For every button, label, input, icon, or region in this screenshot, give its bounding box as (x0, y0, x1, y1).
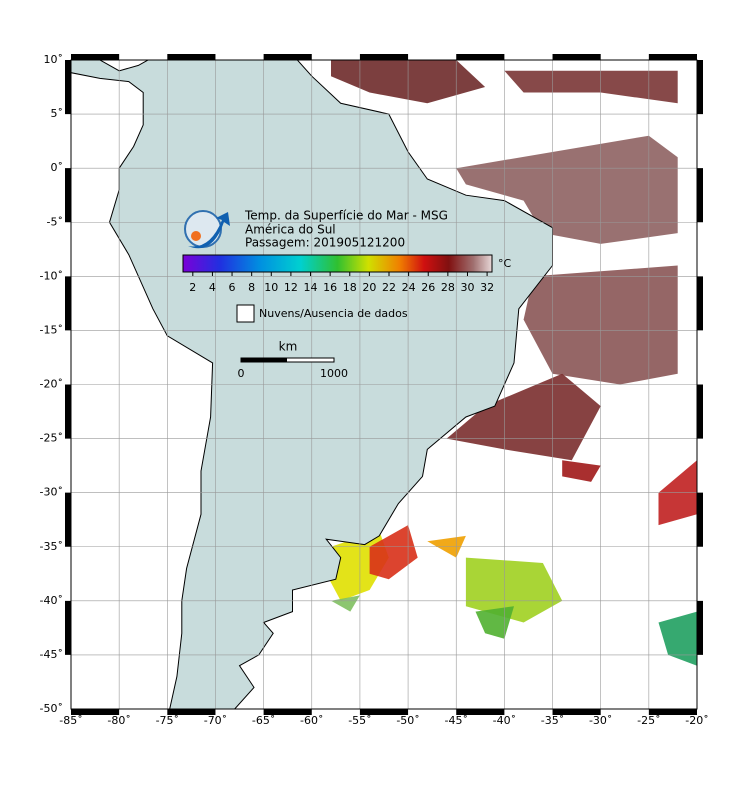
lon-tick-label: -20˚ (685, 714, 708, 727)
pass: Passagem: 201905121200 (245, 236, 405, 250)
sst-patch (465, 557, 563, 623)
sst-patch (331, 595, 360, 612)
sst-patch (562, 460, 601, 482)
title: Temp. da Superfície do Mar - MSG (244, 209, 448, 223)
lon-tick-label: -55˚ (348, 714, 371, 727)
lat-tick-label: -15˚ (40, 323, 63, 336)
lon-tick-label: -40˚ (493, 714, 516, 727)
scale-unit: km (279, 340, 298, 354)
lon-tick-label: -75˚ (156, 714, 179, 727)
colorbar-label: 22 (382, 281, 396, 294)
colorbar-label: 12 (284, 281, 298, 294)
scale-start: 0 (238, 367, 245, 380)
lon-tick-label: -70˚ (204, 714, 227, 727)
legend-box (236, 304, 255, 323)
lat-tick-label: 0˚ (51, 161, 64, 174)
lon-tick-label: -65˚ (252, 714, 275, 727)
colorbar-label: 2 (189, 281, 196, 294)
sst-patch (504, 70, 678, 104)
colorbar-label: 20 (362, 281, 376, 294)
lat-tick-label: -30˚ (40, 486, 63, 499)
colorbar-label: 26 (421, 281, 435, 294)
sst-patch (658, 611, 697, 666)
lon-tick-label: -25˚ (637, 714, 660, 727)
lon-tick-label: -85˚ (59, 714, 82, 727)
sst-patch (456, 135, 678, 244)
colorbar-label: 8 (248, 281, 255, 294)
colorbar-label: 24 (402, 281, 416, 294)
lon-tick-label: -60˚ (300, 714, 323, 727)
colorbar-label: 16 (323, 281, 337, 294)
logo (184, 210, 222, 248)
sst-patch (369, 525, 418, 580)
logo-arrow (188, 212, 230, 249)
scale-bar-fill (241, 358, 287, 362)
colorbar-label: 18 (343, 281, 357, 294)
lon-tick-label: -50˚ (396, 714, 419, 727)
lat-tick-label: -10˚ (40, 269, 63, 282)
lat-tick-label: -5˚ (47, 215, 63, 228)
lat-tick-label: 10˚ (44, 53, 64, 66)
colorbar-label: 14 (304, 281, 318, 294)
legend-label: Nuvens/Ausencia de dados (259, 307, 408, 320)
colorbar-label: 4 (209, 281, 216, 294)
lat-tick-label: -40˚ (40, 594, 63, 607)
lon-tick-label: -80˚ (107, 714, 130, 727)
colorbar-label: 32 (480, 281, 494, 294)
lon-tick-label: -35˚ (541, 714, 564, 727)
colorbar-label: 6 (229, 281, 236, 294)
lat-tick-label: -20˚ (40, 378, 63, 391)
logo-sun (191, 231, 201, 241)
sst-patch (475, 606, 514, 639)
colorbar-unit: °C (498, 257, 512, 270)
lat-tick-label: 5˚ (51, 107, 64, 120)
colorbar-label: 28 (441, 281, 455, 294)
colorbar-label: 30 (460, 281, 474, 294)
colorbar-label: 10 (264, 281, 278, 294)
lon-tick-label: -45˚ (444, 714, 467, 727)
scale-end: 1000 (320, 367, 348, 380)
lat-tick-label: -45˚ (40, 648, 63, 661)
region: América do Sul (245, 223, 336, 237)
colorbar (182, 254, 493, 273)
lat-tick-label: -50˚ (40, 702, 63, 715)
lat-tick-label: -25˚ (40, 432, 63, 445)
lat-tick-label: -35˚ (40, 540, 63, 553)
lon-tick-label: -30˚ (589, 714, 612, 727)
